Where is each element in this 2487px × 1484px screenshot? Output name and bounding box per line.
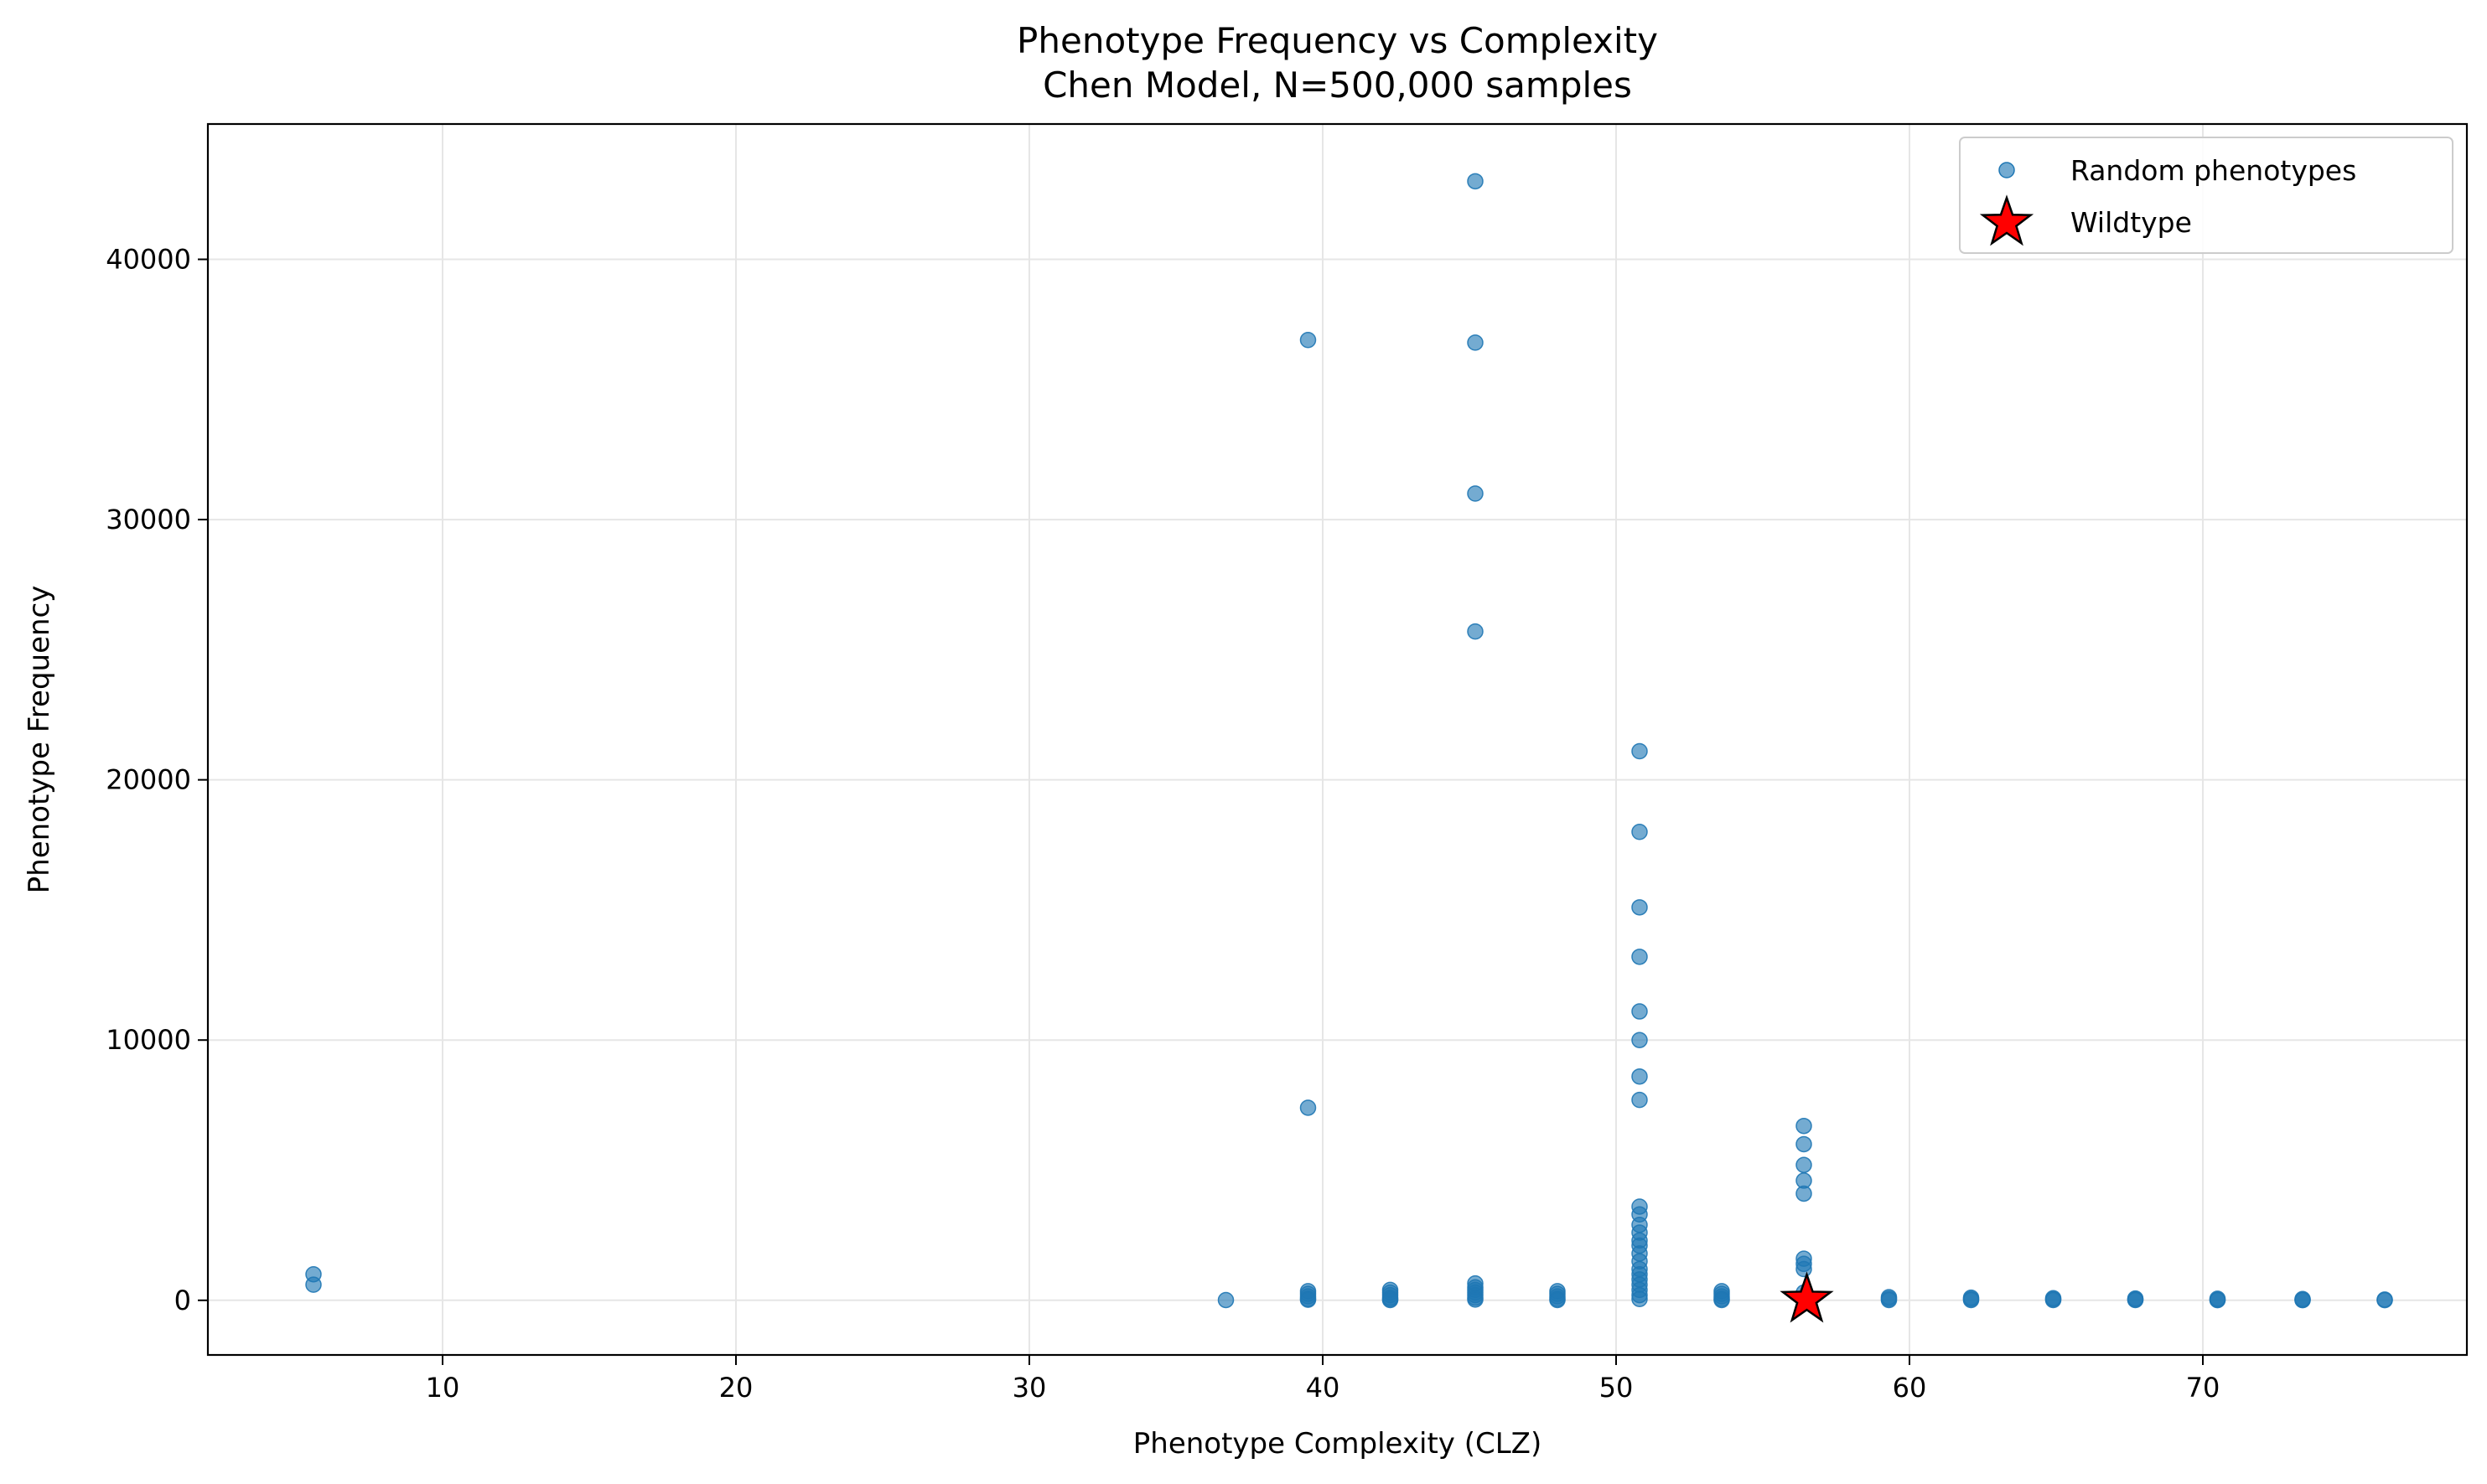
x-tick-label: 70 [2186, 1372, 2220, 1404]
legend-label-random-phenotypes: Random phenotypes [2070, 154, 2356, 187]
data-point-random-phenotype [1713, 1291, 1730, 1309]
data-point-random-phenotype [1631, 742, 1648, 760]
data-point-random-phenotype [1795, 1260, 1812, 1278]
x-tick-label: 50 [1599, 1372, 1634, 1404]
data-points [305, 173, 2393, 1323]
data-point-random-phenotype [1467, 334, 1484, 351]
x-tick-label: 30 [1013, 1372, 1047, 1404]
data-point-random-phenotype [1795, 1117, 1812, 1135]
legend: Random phenotypes Wildtype [1959, 137, 2453, 254]
data-point-random-phenotype [2209, 1291, 2226, 1309]
y-axis-label: Phenotype Frequency [23, 586, 56, 894]
data-point-random-phenotype [1299, 1291, 1317, 1308]
data-point-random-phenotype [1467, 1291, 1484, 1308]
data-point-random-phenotype [1631, 1091, 1648, 1109]
y-tick-label: 0 [174, 1285, 191, 1316]
data-point-random-phenotype [1299, 1099, 1317, 1116]
data-point-random-phenotype [1631, 1032, 1648, 1048]
data-point-random-phenotype [1795, 1156, 1812, 1174]
y-tick-label: 20000 [106, 764, 191, 796]
data-point-random-phenotype [1631, 899, 1648, 916]
chart-subtitle: Chen Model, N=500,000 samples [1043, 65, 1632, 106]
x-tick-label: 10 [426, 1372, 460, 1404]
data-point-random-phenotype [2294, 1291, 2311, 1309]
data-point-random-phenotype [1962, 1291, 1980, 1309]
data-point-random-phenotype [1880, 1291, 1898, 1309]
data-point-random-phenotype [1381, 1291, 1399, 1309]
grid-lines [208, 124, 2467, 1355]
data-point-random-phenotype [1299, 332, 1317, 349]
data-point-wildtype-star [1780, 1271, 1834, 1323]
y-tick-label: 10000 [106, 1024, 191, 1056]
data-point-random-phenotype [1467, 485, 1484, 502]
data-point-random-phenotype [1549, 1291, 1566, 1309]
y-tick-label: 40000 [106, 243, 191, 275]
data-point-random-phenotype [1631, 1068, 1648, 1085]
data-point-random-phenotype [2376, 1291, 2393, 1309]
y-tick-label: 30000 [106, 504, 191, 535]
data-point-random-phenotype [1217, 1291, 1235, 1309]
x-tick-label: 20 [719, 1372, 754, 1404]
data-point-random-phenotype [1795, 1135, 1812, 1153]
axis-ticks: 10 20 30 40 50 60 70 0 10000 20000 30000 40000 [106, 243, 2220, 1404]
data-point-random-phenotype [1467, 623, 1484, 640]
legend-label-wildtype: Wildtype [2070, 206, 2192, 239]
data-point-random-phenotype [2127, 1291, 2144, 1309]
legend-marker-random-phenotypes [1998, 162, 2015, 178]
x-tick-label: 40 [1306, 1372, 1340, 1404]
data-point-random-phenotype [1467, 173, 1484, 190]
legend-marker-wildtype-star-icon [1979, 194, 2034, 246]
x-tick-label: 60 [1893, 1372, 1927, 1404]
data-point-random-phenotype [1795, 1185, 1812, 1202]
data-point-random-phenotype [1631, 1290, 1648, 1307]
data-point-random-phenotype [2044, 1291, 2062, 1309]
data-point-random-phenotype [305, 1276, 322, 1293]
legend-box [1959, 137, 2453, 254]
data-point-random-phenotype [1631, 1003, 1648, 1020]
x-axis-label: Phenotype Complexity (CLZ) [1133, 1427, 1541, 1461]
chart-title: Phenotype Frequency vs Complexity [1017, 20, 1658, 61]
data-point-random-phenotype [1631, 949, 1648, 965]
plot-frame [206, 122, 2469, 1357]
data-point-random-phenotype [1631, 824, 1648, 840]
